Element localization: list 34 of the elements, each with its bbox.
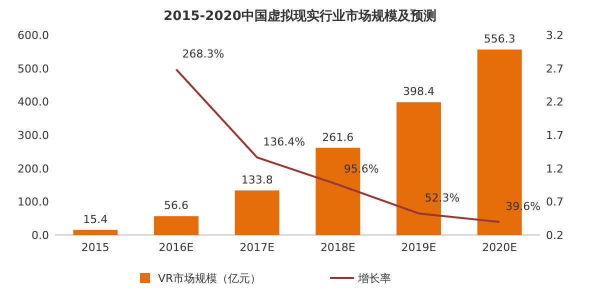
y2-tick-label: 0.2 <box>546 229 564 242</box>
y2-tick-label: 3.2 <box>546 29 564 42</box>
chart-title: 2015-2020中国虚拟现实行业市场规模及预测 <box>164 8 436 24</box>
legend-label: 增长率 <box>357 272 391 285</box>
data-label: 133.8 <box>241 173 273 186</box>
bar <box>234 190 280 235</box>
y2-tick-label: 0.7 <box>546 196 564 209</box>
y2-tick-label: 2.7 <box>546 62 564 76</box>
x-tick-label: 2015 <box>81 241 110 254</box>
data-label: 398.4 <box>403 85 434 98</box>
y2-tick-label: 1.7 <box>546 129 564 142</box>
data-label: 56.6 <box>164 199 188 212</box>
y-tick-label: 300.0 <box>18 129 49 142</box>
data-label: 261.6 <box>322 130 354 144</box>
y-tick-label: 600.0 <box>18 29 49 42</box>
x-tick-label: 2018E <box>320 241 356 254</box>
data-label: 556.3 <box>484 32 516 46</box>
data-label: 136.4% <box>263 135 306 148</box>
y2-tick-label: 1.2 <box>546 162 564 176</box>
y-tick-label: 100.0 <box>18 196 49 209</box>
x-tick-label: 2019E <box>401 241 436 254</box>
legend-label: VR市场规模（亿元） <box>158 272 262 285</box>
y-tick-label: 200.0 <box>18 162 49 176</box>
data-label: 268.3% <box>182 47 224 60</box>
data-label: 15.4 <box>83 212 108 226</box>
x-tick-label: 2020E <box>482 241 518 254</box>
y-tick-label: 0.0 <box>32 229 49 242</box>
y-tick-label: 400.0 <box>18 96 49 109</box>
x-tick-label: 2016E <box>158 241 194 254</box>
bar <box>73 230 118 235</box>
x-tick-label: 2017E <box>240 241 275 254</box>
y2-tick-label: 2.2 <box>546 96 564 109</box>
bar <box>154 216 198 235</box>
y-tick-label: 500.0 <box>18 62 49 76</box>
